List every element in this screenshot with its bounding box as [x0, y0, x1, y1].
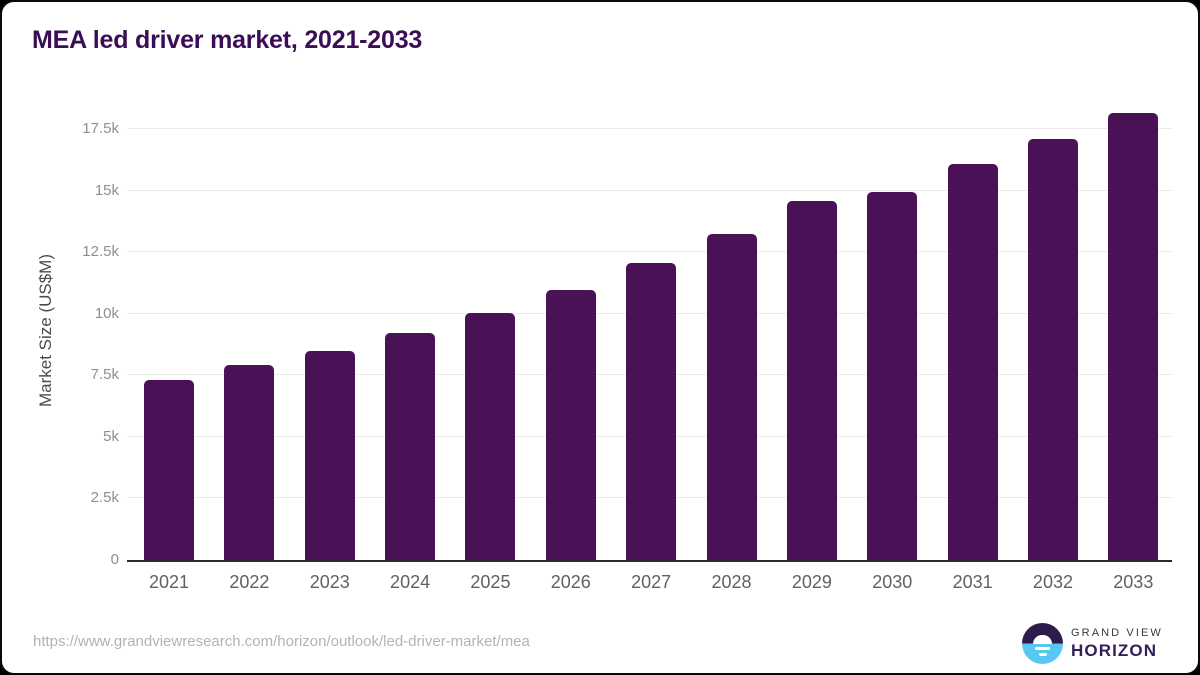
x-tick-label-2033: 2033 — [1113, 572, 1154, 592]
y-tick-label-15k: 15k — [94, 181, 119, 199]
x-tick-label-2026: 2026 — [550, 572, 591, 592]
sun-shape — [1033, 634, 1052, 644]
y-axis-tick-labels: 0 2.5k 5k 7.5k 10k 12.5k 15k 17.5k — [2, 102, 119, 568]
source-url: https://www.grandviewresearch.com/horizo… — [33, 633, 530, 650]
x-tick-label-2030: 2030 — [872, 572, 913, 592]
logo-text: GRAND VIEW HORIZON — [1071, 627, 1163, 661]
bar-2029 — [786, 200, 837, 560]
gridline-12.5k — [127, 251, 1172, 253]
bar-2033 — [1108, 113, 1159, 560]
x-tick-label-2027: 2027 — [631, 572, 672, 592]
y-tick-label-10k: 10k — [94, 304, 119, 322]
x-tick-label-2032: 2032 — [1032, 572, 1073, 592]
x-tick-label-2024: 2024 — [390, 572, 431, 592]
bar-2032 — [1027, 138, 1078, 560]
horizon-sun-icon — [1022, 623, 1063, 664]
bar-2024 — [385, 333, 436, 560]
grand-view-horizon-logo: GRAND VIEW HORIZON — [1022, 623, 1163, 664]
chart-title: MEA led driver market, 2021-2033 — [32, 26, 423, 54]
x-tick-label-2025: 2025 — [470, 572, 511, 592]
gridline-17.5k — [127, 128, 1172, 130]
gridline-15k — [127, 189, 1172, 191]
bar-2028 — [706, 233, 757, 560]
bar-2025 — [465, 312, 516, 560]
y-tick-label-5k: 5k — [103, 427, 119, 445]
x-tick-label-2031: 2031 — [952, 572, 993, 592]
logo-text-grand-view: GRAND VIEW — [1071, 626, 1163, 639]
y-tick-label-0: 0 — [110, 551, 119, 568]
bar-2027 — [626, 263, 677, 560]
y-tick-label-7.5k: 7.5k — [90, 366, 119, 384]
plot-area — [127, 102, 1172, 562]
reflection-line — [1038, 652, 1047, 656]
x-tick-label-2023: 2023 — [309, 572, 350, 592]
y-tick-label-2.5k: 2.5k — [90, 489, 119, 507]
logo-text-horizon: HORIZON — [1071, 640, 1158, 660]
bar-2026 — [545, 290, 596, 560]
x-tick-label-2029: 2029 — [791, 572, 832, 592]
x-tick-label-2028: 2028 — [711, 572, 752, 592]
bar-2031 — [947, 163, 998, 560]
y-tick-label-12.5k: 12.5k — [82, 243, 119, 261]
reflection-line — [1035, 647, 1050, 650]
bar-2030 — [867, 191, 918, 560]
bar-2021 — [144, 380, 194, 560]
bar-2022 — [224, 365, 275, 560]
x-tick-label-2021: 2021 — [148, 572, 190, 592]
x-tick-label-2022: 2022 — [229, 572, 270, 592]
y-tick-label-17.5k: 17.5k — [82, 120, 119, 138]
bar-2023 — [304, 350, 355, 560]
x-axis-tick-labels: 2021 2022 2023 2024 2025 2026 2027 2028 2029 2030… — [127, 566, 1172, 596]
